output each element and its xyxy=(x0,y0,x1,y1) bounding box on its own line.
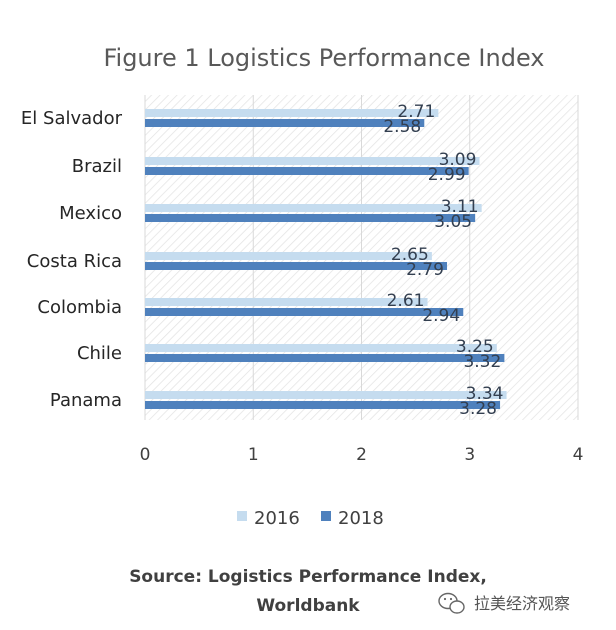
category-label-chile: Chile xyxy=(77,343,122,364)
bar-chile-2016 xyxy=(145,344,497,352)
data-label-chile-2016: 3.25 xyxy=(456,337,494,357)
bar-costa-rica-2016 xyxy=(145,252,432,260)
category-label-el-salvador: El Salvador xyxy=(21,108,123,129)
x-tick-labels: 0 1 2 3 4 xyxy=(140,445,584,465)
bar-mexico-2018 xyxy=(145,214,476,222)
bar-colombia-2016 xyxy=(145,298,428,306)
data-label-colombia-2018: 2.94 xyxy=(422,306,460,326)
bar-el-salvador-2016 xyxy=(145,109,439,117)
data-label-mexico-2016: 3.11 xyxy=(441,197,479,217)
data-label-panama-2018: 3.28 xyxy=(459,399,497,419)
data-label-costa-rica-2016: 2.65 xyxy=(391,245,429,265)
category-label-brazil: Brazil xyxy=(72,156,122,177)
data-label-mexico-2018: 3.05 xyxy=(434,212,472,232)
category-labels: El Salvador Brazil Mexico Costa Rica Colombi… xyxy=(21,108,123,411)
bar-chile-2018 xyxy=(145,354,505,362)
data-label-brazil-2016: 3.09 xyxy=(439,150,477,170)
x-tick-label-4: 4 xyxy=(573,445,584,465)
bar-brazil-2016 xyxy=(145,157,480,165)
category-label-colombia: Colombia xyxy=(37,297,122,318)
bar-mexico-2016 xyxy=(145,204,482,212)
bar-brazil-2018 xyxy=(145,167,469,175)
watermark-text: 拉美经济观察 xyxy=(474,594,570,613)
x-tick-label-2: 2 xyxy=(356,445,367,465)
category-label-mexico: Mexico xyxy=(59,203,122,224)
data-label-costa-rica-2018: 2.79 xyxy=(406,260,444,280)
data-label-panama-2016: 3.34 xyxy=(466,384,504,404)
legend-label-2016: 2016 xyxy=(254,508,300,529)
x-tick-label-0: 0 xyxy=(140,445,151,465)
source-line-2: Worldbank xyxy=(256,596,360,616)
x-tick-label-1: 1 xyxy=(248,445,259,465)
data-label-colombia-2016: 2.61 xyxy=(387,291,425,311)
category-label-costa-rica: Costa Rica xyxy=(27,251,122,272)
data-label-el-salvador-2018: 2.58 xyxy=(383,117,421,137)
legend-swatch-2016 xyxy=(237,511,247,521)
legend: 2016 2018 xyxy=(237,508,384,529)
wechat-icon xyxy=(438,592,465,614)
source-line-1: Source: Logistics Performance Index, xyxy=(129,567,487,587)
bar-panama-2018 xyxy=(145,401,501,409)
data-labels: 2.712.58 3.092.99 3.113.052.652.79 2.612.94… xyxy=(383,102,503,419)
category-label-panama: Panama xyxy=(50,390,122,411)
bar-costa-rica-2018 xyxy=(145,262,448,270)
data-label-el-salvador-2016: 2.71 xyxy=(397,102,435,122)
data-label-brazil-2018: 2.99 xyxy=(428,165,466,185)
x-tick-label-3: 3 xyxy=(464,445,475,465)
watermark: 拉美经济观察 xyxy=(438,592,570,614)
legend-label-2018: 2018 xyxy=(338,508,384,529)
data-label-chile-2018: 3.32 xyxy=(463,352,501,372)
bar-panama-2016 xyxy=(145,391,507,399)
bar-el-salvador-2018 xyxy=(145,119,425,127)
chart-title: Figure 1 Logistics Performance Index xyxy=(103,44,544,72)
bars xyxy=(145,109,507,409)
legend-swatch-2018 xyxy=(321,511,331,521)
bar-colombia-2018 xyxy=(145,308,464,316)
